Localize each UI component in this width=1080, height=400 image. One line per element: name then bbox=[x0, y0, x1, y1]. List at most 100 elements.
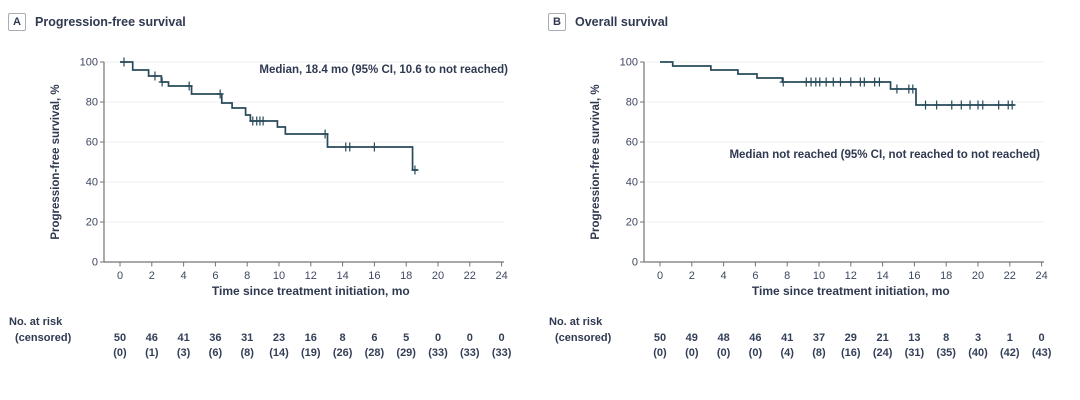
censored-value: (35) bbox=[936, 347, 956, 359]
censor-tick bbox=[120, 57, 128, 67]
censor-tick bbox=[779, 77, 787, 87]
x-tick-label: 20 bbox=[432, 270, 444, 282]
x-tick-label: 10 bbox=[813, 270, 825, 282]
censored-value: (43) bbox=[1031, 347, 1052, 359]
censored-value: (3) bbox=[176, 347, 191, 359]
x-tick-label: 8 bbox=[244, 270, 250, 282]
censored-value: (0) bbox=[653, 347, 667, 359]
x-tick-label: 20 bbox=[972, 270, 984, 282]
y-tick-label: 80 bbox=[86, 97, 98, 109]
censor-tick bbox=[933, 100, 941, 110]
x-axis-title: Time since treatment initiation, mo bbox=[752, 284, 950, 298]
at-risk-value: 0 bbox=[466, 332, 473, 344]
panel-a-y-axis-label: Progression-free survival, % bbox=[50, 84, 62, 240]
at-risk-value: 16 bbox=[304, 332, 317, 344]
y-tick-label: 40 bbox=[626, 177, 638, 189]
at-risk-value: 50 bbox=[113, 332, 127, 344]
panel-a-label-box: A bbox=[8, 13, 26, 31]
y-tick-label: 0 bbox=[92, 257, 98, 269]
censor-tick bbox=[860, 77, 868, 87]
x-tick-label: 0 bbox=[657, 270, 663, 282]
censor-tick bbox=[836, 77, 844, 87]
censor-tick bbox=[829, 77, 837, 87]
y-tick-label: 20 bbox=[86, 217, 98, 229]
x-tick-label: 22 bbox=[1004, 270, 1016, 282]
x-tick-label: 6 bbox=[212, 270, 218, 282]
censor-tick bbox=[847, 77, 855, 87]
censored-value: (28) bbox=[364, 347, 385, 359]
censored-value: (1) bbox=[145, 347, 159, 359]
censored-value: (0) bbox=[113, 347, 127, 359]
y-tick-label: 40 bbox=[86, 177, 98, 189]
at-risk-value: 0 bbox=[1038, 332, 1045, 344]
censored-value: (33) bbox=[460, 347, 480, 359]
y-tick-label: 60 bbox=[86, 137, 98, 149]
panel-b-median-annotation: Median not reached (95% CI, not reached … bbox=[729, 149, 1040, 161]
censor-tick bbox=[995, 100, 1003, 110]
panel-b-title: B Overall survival bbox=[548, 13, 668, 31]
censor-tick bbox=[875, 77, 883, 87]
x-tick-label: 12 bbox=[305, 270, 317, 282]
censor-tick bbox=[922, 100, 930, 110]
x-tick-label: 4 bbox=[181, 270, 187, 282]
x-tick-label: 16 bbox=[908, 270, 920, 282]
panel-b-y-axis-label: Progression-free survival, % bbox=[590, 84, 602, 240]
censored-value: (40) bbox=[968, 347, 988, 359]
panel-a-at-risk-label: No. at risk bbox=[9, 316, 63, 328]
censor-tick bbox=[321, 129, 329, 139]
censored-value: (26) bbox=[332, 347, 353, 359]
censored-value: (42) bbox=[1000, 347, 1020, 359]
x-tick-label: 12 bbox=[845, 270, 857, 282]
censor-tick bbox=[816, 77, 824, 87]
at-risk-value: 46 bbox=[749, 332, 762, 344]
panel-a-median-annotation: Median, 18.4 mo (95% CI, 10.6 to not rea… bbox=[259, 64, 508, 76]
at-risk-value: 8 bbox=[943, 332, 950, 344]
at-risk-value: 0 bbox=[498, 332, 505, 344]
at-risk-value: 1 bbox=[1006, 332, 1013, 344]
panel-b-label-box: B bbox=[548, 13, 566, 31]
censored-value: (8) bbox=[240, 347, 254, 359]
y-tick-label: 20 bbox=[626, 217, 638, 229]
x-tick-label: 4 bbox=[721, 270, 727, 282]
at-risk-value: 37 bbox=[812, 332, 826, 344]
censor-tick bbox=[957, 100, 965, 110]
censor-tick bbox=[909, 84, 917, 94]
censored-value: (33) bbox=[428, 347, 448, 359]
censored-value: (14) bbox=[269, 347, 289, 359]
x-tick-label: 8 bbox=[784, 270, 790, 282]
censored-value: (29) bbox=[396, 347, 416, 359]
censor-tick bbox=[370, 142, 378, 152]
x-tick-label: 6 bbox=[752, 270, 758, 282]
censored-value: (8) bbox=[812, 347, 826, 359]
x-tick-label: 0 bbox=[117, 270, 123, 282]
censor-tick bbox=[346, 142, 354, 152]
panel-a-title-text: Progression-free survival bbox=[35, 15, 186, 29]
at-risk-value: 13 bbox=[908, 332, 921, 344]
x-tick-label: 24 bbox=[495, 270, 507, 282]
censor-tick bbox=[948, 100, 956, 110]
at-risk-value: 48 bbox=[717, 332, 730, 344]
at-risk-value: 23 bbox=[272, 332, 286, 344]
at-risk-value: 41 bbox=[781, 332, 794, 344]
y-tick-label: 0 bbox=[632, 257, 638, 269]
x-axis-title: Time since treatment initiation, mo bbox=[212, 284, 410, 298]
at-risk-value: 31 bbox=[241, 332, 254, 344]
censor-tick bbox=[1008, 100, 1016, 110]
panel-a-title: A Progression-free survival bbox=[8, 13, 186, 31]
at-risk-value: 0 bbox=[434, 332, 442, 344]
censored-value: (24) bbox=[872, 347, 893, 359]
censor-tick bbox=[893, 84, 901, 94]
censored-value: (0) bbox=[685, 347, 699, 359]
x-tick-label: 2 bbox=[149, 270, 155, 282]
x-tick-label: 18 bbox=[940, 270, 952, 282]
y-tick-label: 100 bbox=[80, 57, 98, 69]
censored-value: (4) bbox=[780, 347, 794, 359]
censor-tick bbox=[411, 165, 419, 175]
x-tick-label: 14 bbox=[876, 270, 888, 282]
censor-tick bbox=[259, 116, 267, 126]
censor-tick bbox=[966, 100, 974, 110]
at-risk-value: 21 bbox=[876, 332, 889, 344]
